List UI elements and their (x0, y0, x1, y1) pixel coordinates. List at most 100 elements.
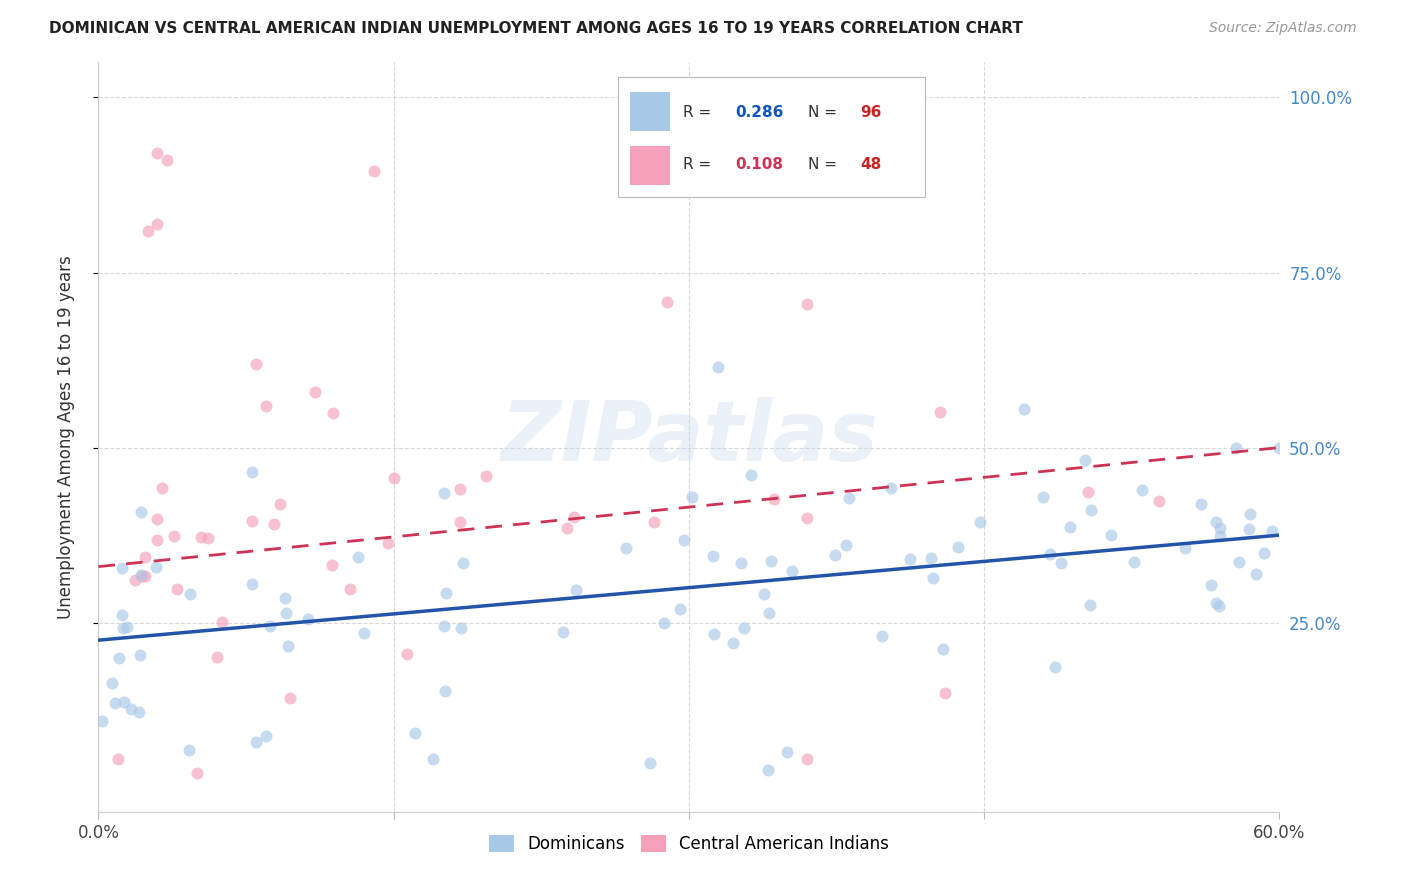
Point (190, 530, 212, 544)
Point (752, 587, 775, 601)
Y-axis label: Unemployment Among Ages 16 to 19 years: Unemployment Among Ages 16 to 19 years (56, 255, 75, 619)
Point (363, 164, 385, 178)
Point (146, 217, 169, 231)
Point (128, 705, 150, 719)
Point (449, 515, 471, 529)
Point (104, 696, 127, 710)
Point (1209, 521, 1232, 535)
Point (136, 223, 159, 237)
Text: Source: ZipAtlas.com: Source: ZipAtlas.com (1209, 21, 1357, 35)
Point (129, 505, 152, 519)
Point (1012, 402, 1035, 417)
Point (280, 691, 302, 706)
Point (1043, 660, 1066, 674)
Point (107, 752, 129, 766)
Point (1189, 497, 1212, 511)
Point (110, 561, 132, 575)
Point (638, 756, 661, 770)
Point (565, 583, 588, 598)
Point (920, 551, 942, 566)
Point (921, 570, 943, 584)
Point (128, 648, 150, 663)
Point (433, 485, 456, 500)
Point (211, 615, 233, 630)
Text: ZIPatlas: ZIPatlas (501, 397, 877, 477)
Point (1209, 529, 1232, 543)
Point (1123, 555, 1146, 569)
Point (112, 621, 135, 635)
Point (377, 536, 399, 550)
Point (263, 516, 285, 531)
Point (929, 405, 952, 419)
Point (796, 752, 818, 766)
Point (179, 587, 201, 601)
Point (1229, 555, 1251, 569)
Point (322, 405, 344, 419)
Point (166, 582, 188, 596)
Point (404, 725, 426, 739)
Point (1078, 599, 1101, 613)
Legend: Dominicans, Central American Indians: Dominicans, Central American Indians (482, 828, 896, 860)
Point (643, 515, 665, 529)
Point (112, 695, 135, 709)
Point (838, 491, 860, 505)
Point (475, 468, 498, 483)
Point (434, 585, 457, 599)
Point (274, 591, 297, 606)
Point (245, 734, 267, 748)
Point (1261, 524, 1284, 538)
Point (433, 684, 456, 698)
Point (115, 620, 138, 634)
Point (1199, 578, 1222, 592)
Point (870, 629, 893, 643)
Point (703, 627, 725, 641)
Point (1039, 547, 1062, 561)
Point (1099, 528, 1122, 542)
Point (796, 297, 818, 311)
Point (433, 619, 456, 633)
Point (758, 606, 780, 620)
Point (145, 559, 167, 574)
Point (761, 554, 783, 568)
Point (730, 556, 752, 570)
Point (240, 577, 263, 591)
Point (124, 574, 146, 588)
Point (1268, 441, 1291, 455)
Point (655, 295, 678, 310)
Point (681, 490, 703, 504)
Point (396, 647, 419, 661)
Point (91, 714, 114, 728)
Point (673, 533, 696, 547)
Point (879, 481, 901, 495)
Point (1208, 599, 1230, 613)
Point (1032, 490, 1054, 504)
Point (740, 467, 762, 482)
Point (107, 651, 129, 665)
Point (835, 538, 858, 552)
Point (702, 549, 724, 563)
Point (321, 558, 343, 573)
Point (669, 602, 692, 616)
Point (450, 621, 472, 635)
Point (1205, 516, 1227, 530)
Point (163, 529, 186, 543)
Point (1174, 541, 1197, 555)
Point (177, 743, 200, 757)
Point (274, 606, 297, 620)
Point (934, 686, 956, 700)
Point (1239, 507, 1261, 521)
Point (254, 729, 277, 743)
Point (259, 619, 281, 633)
Point (245, 357, 267, 371)
Point (1059, 519, 1081, 533)
Point (339, 582, 361, 596)
Point (1237, 523, 1260, 537)
Point (1244, 566, 1267, 581)
Point (197, 531, 219, 545)
Point (1080, 503, 1102, 517)
Point (422, 752, 444, 766)
Point (707, 359, 730, 374)
Point (353, 625, 375, 640)
Point (134, 569, 156, 583)
Point (1077, 484, 1099, 499)
